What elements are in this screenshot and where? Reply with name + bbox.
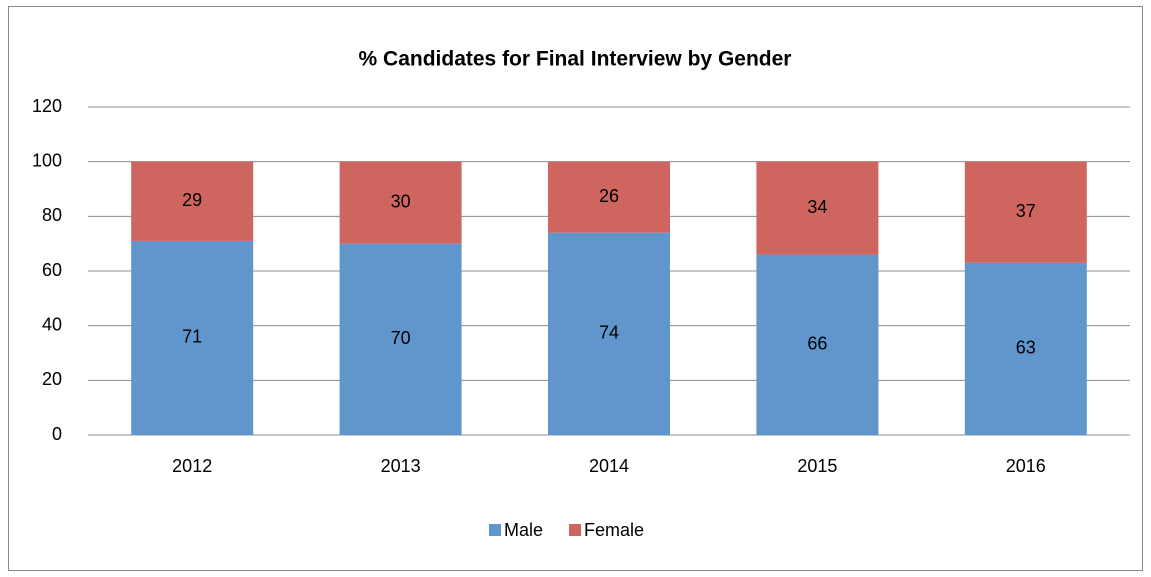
x-tick-label: 2015 — [797, 456, 837, 476]
data-label: 37 — [1016, 201, 1036, 221]
bar-segment — [339, 243, 462, 435]
chart-title: % Candidates for Final Interview by Gend… — [359, 48, 792, 71]
legend-label: Male — [504, 520, 543, 540]
data-label: 34 — [807, 197, 827, 217]
y-tick-label: 60 — [42, 260, 62, 280]
data-label: 71 — [182, 327, 202, 347]
bar-segment — [339, 161, 462, 244]
bar-segment — [548, 232, 670, 435]
y-tick-label: 0 — [52, 424, 62, 444]
bar-segment — [131, 240, 254, 435]
x-tick-label: 2016 — [1006, 456, 1046, 476]
y-tick-label: 120 — [32, 96, 62, 116]
data-label: 30 — [391, 191, 411, 211]
y-tick-label: 40 — [42, 314, 62, 334]
data-label: 74 — [599, 323, 619, 343]
bar-segment — [548, 161, 670, 233]
y-tick-label: 100 — [32, 150, 62, 170]
bar-segment — [131, 161, 254, 241]
data-label: 29 — [182, 190, 202, 210]
bar-segment — [756, 254, 879, 435]
data-label: 66 — [807, 334, 827, 354]
bar-segment — [964, 161, 1087, 263]
data-label: 63 — [1016, 338, 1036, 358]
x-tick-label: 2013 — [381, 456, 421, 476]
data-label: 70 — [391, 328, 411, 348]
data-label: 26 — [599, 186, 619, 206]
legend-label: Female — [584, 520, 644, 540]
bar-segment — [964, 262, 1087, 435]
y-tick-label: 80 — [42, 205, 62, 225]
bar-segment — [756, 161, 879, 255]
x-tick-label: 2012 — [172, 456, 212, 476]
legend-swatch — [489, 524, 501, 536]
y-tick-label: 20 — [42, 369, 62, 389]
legend-swatch — [569, 524, 582, 536]
x-tick-label: 2014 — [589, 456, 629, 476]
